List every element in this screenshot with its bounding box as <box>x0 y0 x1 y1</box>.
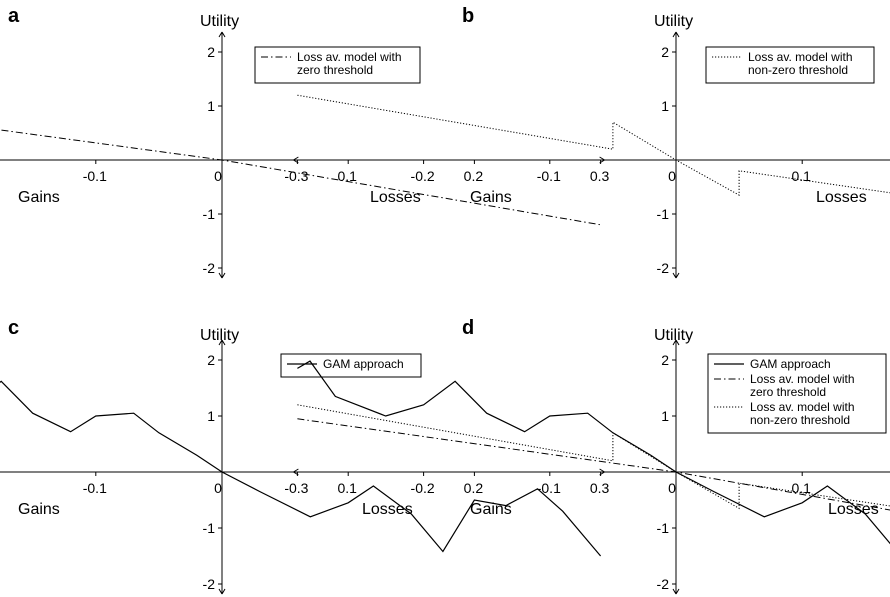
legend-box <box>280 353 422 378</box>
panel-letter: d <box>462 317 474 339</box>
x-tick-label: 0.1 <box>791 480 811 496</box>
legend-label: non-zero threshold <box>750 413 850 427</box>
y-tick-label: 1 <box>207 98 215 114</box>
x-tick-label: 0 <box>668 480 676 496</box>
x-tick-label: -0.2 <box>411 480 435 496</box>
x-tick-label: 0 <box>668 168 676 184</box>
y-axis-arrow-down <box>218 588 226 595</box>
y-tick-label: 2 <box>207 44 215 60</box>
y-tick-label: -1 <box>203 520 216 536</box>
panel-d: d -0.3 -0.2 -0.1 0 0.1 0.2 0.3 -2 -1 1 2 Utility Gain… <box>284 317 890 595</box>
x-tick-label: 0.3 <box>590 480 610 496</box>
series-line <box>0 380 602 557</box>
x-axis-title-gains: Gains <box>18 189 60 206</box>
y-tick-label: -2 <box>657 260 670 276</box>
x-tick-label: 0.1 <box>337 168 357 184</box>
y-tick-label: 1 <box>661 408 669 424</box>
panel-letter: a <box>8 5 20 27</box>
panel-b: b -0.3 -0.2 -0.1 0 0.1 0.2 0.3 -2 -1 1 2 Utility Gain… <box>284 5 890 279</box>
x-tick-label: -0.3 <box>284 480 308 496</box>
x-tick-label: 0.2 <box>464 480 484 496</box>
legend-label: non-zero threshold <box>748 63 848 77</box>
y-axis-arrow-up <box>672 31 680 38</box>
x-tick-label: 0 <box>214 480 222 496</box>
panel-letter: b <box>462 5 474 27</box>
legend-box <box>707 353 887 434</box>
series-line <box>297 94 890 196</box>
series-line <box>0 129 601 226</box>
x-axis-title-losses: Losses <box>816 189 867 206</box>
x-axis-title-losses: Losses <box>828 501 879 518</box>
x-tick-label: 0.1 <box>337 480 357 496</box>
legend-box <box>254 46 421 84</box>
x-tick-label: -0.1 <box>537 480 561 496</box>
y-tick-label: 1 <box>207 408 215 424</box>
legend-box <box>705 46 875 84</box>
legend-label: Loss av. model with <box>750 372 855 386</box>
y-axis-title: Utility <box>654 13 693 30</box>
x-tick-label: -0.1 <box>83 480 107 496</box>
x-tick-label: 0 <box>214 168 222 184</box>
y-tick-label: -2 <box>203 576 216 592</box>
legend-label: GAM approach <box>750 357 831 371</box>
panel-letter: c <box>8 317 19 339</box>
legend-label: GAM approach <box>323 357 404 371</box>
x-axis-title-gains: Gains <box>470 501 512 518</box>
x-tick-label: -0.2 <box>411 168 435 184</box>
x-tick-label: 0.3 <box>590 168 610 184</box>
x-axis-title-gains: Gains <box>470 189 512 206</box>
legend-label: Loss av. model with <box>750 400 855 414</box>
y-axis-arrow-down <box>672 272 680 279</box>
y-tick-label: -1 <box>657 206 670 222</box>
legend-label: Loss av. model with <box>297 50 402 64</box>
legend-label: Loss av. model with <box>748 50 853 64</box>
series-line <box>297 360 890 545</box>
legend-label: zero threshold <box>750 385 826 399</box>
y-axis-title: Utility <box>200 13 239 30</box>
y-tick-label: -2 <box>203 260 216 276</box>
x-tick-label: -0.3 <box>284 168 308 184</box>
y-tick-label: 2 <box>661 44 669 60</box>
legend-label: zero threshold <box>297 63 373 77</box>
series-line <box>297 418 890 511</box>
y-axis-title: Utility <box>200 327 239 344</box>
y-axis-arrow-down <box>218 272 226 279</box>
x-tick-label: -0.1 <box>537 168 561 184</box>
x-tick-label: 0.2 <box>464 168 484 184</box>
x-tick-label: -0.1 <box>83 168 107 184</box>
x-tick-label: 0.1 <box>791 168 811 184</box>
y-tick-label: -1 <box>203 206 216 222</box>
y-tick-label: 2 <box>661 352 669 368</box>
y-axis-arrow-up <box>672 339 680 346</box>
y-axis-arrow-down <box>672 588 680 595</box>
y-tick-label: 2 <box>207 352 215 368</box>
x-axis-title-losses: Losses <box>370 189 421 206</box>
panel-c: c -0.3 -0.2 -0.1 0 0.1 0.2 0.3 -2 -1 1 2 Utility Gain… <box>0 317 610 595</box>
y-axis-arrow-up <box>218 339 226 346</box>
y-tick-label: -1 <box>657 520 670 536</box>
y-tick-label: 1 <box>661 98 669 114</box>
y-tick-label: -2 <box>657 576 670 592</box>
y-axis-title: Utility <box>654 327 693 344</box>
panel-a: a -0.3 -0.2 -0.1 0 0.1 0.2 0.3 -2 -1 1 2 Utility Gain… <box>0 5 610 279</box>
x-axis-title-gains: Gains <box>18 501 60 518</box>
y-axis-arrow-up <box>218 31 226 38</box>
